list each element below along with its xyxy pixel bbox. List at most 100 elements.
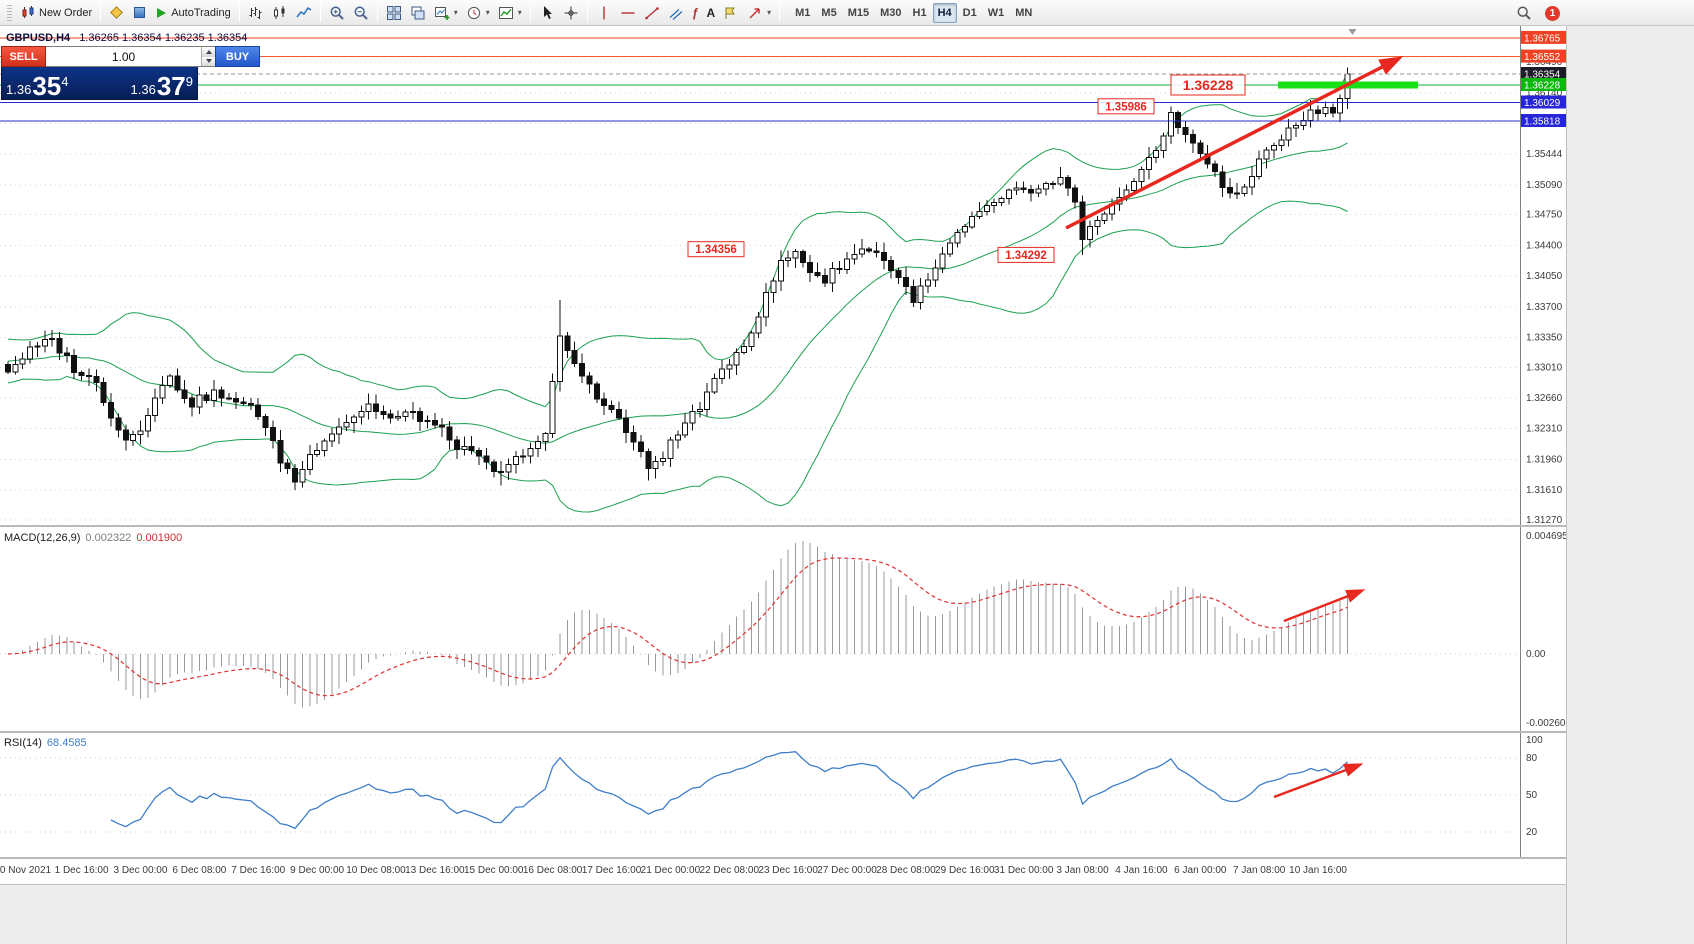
rsi-axis-label: 50: [1526, 790, 1538, 801]
price-tag: [1521, 95, 1566, 109]
notification-badge[interactable]: 1: [1545, 5, 1560, 21]
toolbar-separator: [529, 3, 531, 22]
price-annotation-box[interactable]: [1170, 74, 1246, 96]
text-icon: A: [706, 5, 716, 20]
window-bottom-margin: [0, 884, 1566, 944]
volume-input[interactable]: [46, 47, 201, 66]
cascade-windows-icon: [411, 6, 425, 19]
bid-ask-display: 1.36 35 4 1.36 37 9: [1, 67, 198, 100]
dropdown-caret-icon: ▾: [453, 8, 458, 17]
price-tick-label: 1.34050: [1526, 271, 1563, 282]
vertical-line-button[interactable]: [592, 2, 616, 24]
toolbar-right-cluster: 1: [1512, 0, 1560, 26]
toolbar-grip[interactable]: [7, 4, 12, 21]
indicators-button[interactable]: ▾: [494, 2, 526, 24]
autotrading-button[interactable]: AutoTrading: [151, 2, 235, 24]
price-tick-label: 1.34750: [1526, 210, 1563, 221]
line-chart-button[interactable]: [292, 2, 316, 24]
cascade-windows-button[interactable]: [406, 2, 430, 24]
tile-windows-button[interactable]: [382, 2, 406, 24]
new-order-icon: [22, 5, 34, 18]
bar-chart-icon: [249, 6, 262, 19]
timeframe-w1-button[interactable]: W1: [983, 3, 1010, 23]
rsi-trend-arrow[interactable]: [1273, 765, 1355, 799]
zoom-in-button[interactable]: [325, 2, 349, 24]
search-button[interactable]: [1512, 2, 1536, 24]
rsi-label: RSI(14) 68.4585: [4, 737, 87, 749]
bar-chart-button[interactable]: [244, 2, 268, 24]
timeframe-h1-button[interactable]: H1: [908, 3, 932, 23]
panel-separator[interactable]: [0, 857, 1566, 859]
buy-button[interactable]: BUY: [215, 46, 260, 67]
chart-window-gbpusd-h4[interactable]: 1.362281.359861.343561.342921.364901.361…: [0, 26, 1566, 884]
time-axis-label: 28 Dec 08:00: [876, 865, 936, 876]
price-tag-text: 1.36029: [1524, 98, 1561, 109]
price-tag: [1521, 78, 1566, 91]
time-axis[interactable]: 30 Nov 2021 1 Dec 16:00 3 Dec 00:00 6 Dec 0…: [0, 859, 1566, 884]
macd-main-value: 0.002322: [85, 532, 132, 544]
fibonacci-button[interactable]: ƒ: [688, 2, 703, 24]
toolbar-separator: [779, 3, 781, 22]
buy-price[interactable]: 1.36 37 9: [100, 73, 193, 99]
price-tick-label: 1.34400: [1526, 240, 1563, 251]
metaeditor-button[interactable]: [105, 2, 128, 24]
crosshair-button[interactable]: [559, 2, 583, 24]
new-order-button[interactable]: New Order: [16, 2, 96, 24]
text-button[interactable]: A: [702, 2, 719, 24]
timeframe-h4-button[interactable]: H4: [932, 2, 957, 23]
zoom-in-icon: [330, 6, 344, 20]
ohlc-values: 1.36265 1.36354 1.36235 1.36354: [79, 32, 248, 44]
time-axis-label: 22 Dec 08:00: [699, 865, 760, 876]
bollinger-upper-band: [7, 73, 1348, 408]
price-annotation-box[interactable]: [997, 246, 1055, 263]
rsi-panel[interactable]: 100 80 50 20: [0, 733, 1566, 857]
chart-shift-marker[interactable]: [1348, 29, 1357, 35]
new-chart-button[interactable]: ▾: [430, 2, 462, 24]
up-arrow-icon: [205, 49, 212, 54]
price-tick-label: 1.36140: [1526, 88, 1563, 99]
clock-icon: [467, 6, 480, 19]
timeframe-m1-button[interactable]: M1: [790, 3, 815, 23]
bollinger-lower-band: [7, 200, 1348, 513]
sell-button[interactable]: SELL: [1, 46, 46, 67]
volume-increase-button[interactable]: [202, 47, 215, 57]
arrows-button[interactable]: ▾: [743, 2, 775, 24]
zoom-out-button[interactable]: [349, 2, 373, 24]
equidistant-channel-button[interactable]: [664, 2, 688, 24]
chart-periods-button[interactable]: ▾: [462, 2, 494, 24]
market-watch-button[interactable]: [128, 2, 151, 24]
price-annotation-text: 1.34292: [1005, 250, 1047, 262]
price-annotation-box[interactable]: [1097, 98, 1155, 115]
time-axis-label: 31 Dec 00:00: [993, 865, 1054, 876]
trendline-icon: [644, 6, 659, 19]
timeframe-toolbar: M1 M5 M15 M30 H1 H4 D1 W1 MN: [790, 2, 1037, 23]
macd-panel[interactable]: 0.004695 0.00 -0.002602: [0, 527, 1566, 731]
toolbar-separator: [319, 3, 321, 22]
timeframe-d1-button[interactable]: D1: [958, 3, 982, 23]
sell-price[interactable]: 1.36 35 4: [6, 73, 100, 99]
trend-arrow-head: [1378, 56, 1404, 75]
trendline-button[interactable]: [640, 2, 664, 24]
rsi-name: RSI(14): [4, 737, 42, 749]
main-price-chart[interactable]: 1.362281.359861.343561.342921.364901.361…: [0, 26, 1566, 525]
text-label-button[interactable]: [719, 2, 743, 24]
panel-separator[interactable]: [0, 525, 1566, 527]
cursor-button[interactable]: [535, 2, 559, 24]
autotrading-play-icon: [157, 7, 167, 18]
price-annotation-box[interactable]: [687, 241, 745, 258]
volume-decrease-button[interactable]: [202, 56, 215, 66]
candlestick-chart-button[interactable]: [268, 2, 292, 24]
buy-price-head: 1.36: [130, 82, 156, 97]
macd-trend-arrow[interactable]: [1283, 591, 1357, 623]
panel-separator[interactable]: [0, 731, 1566, 733]
rsi-line: [110, 751, 1348, 830]
price-tick-label: 1.33350: [1526, 333, 1563, 344]
time-axis-label: 30 Nov 2021: [0, 865, 52, 876]
timeframe-m5-button[interactable]: M5: [816, 3, 841, 23]
price-grid: [0, 61, 1520, 521]
timeframe-mn-button[interactable]: MN: [1010, 3, 1037, 23]
timeframe-m30-button[interactable]: M30: [875, 3, 906, 23]
timeframe-m15-button[interactable]: M15: [843, 3, 874, 23]
horizontal-line-button[interactable]: [616, 2, 640, 24]
trend-arrow[interactable]: [1065, 60, 1393, 230]
